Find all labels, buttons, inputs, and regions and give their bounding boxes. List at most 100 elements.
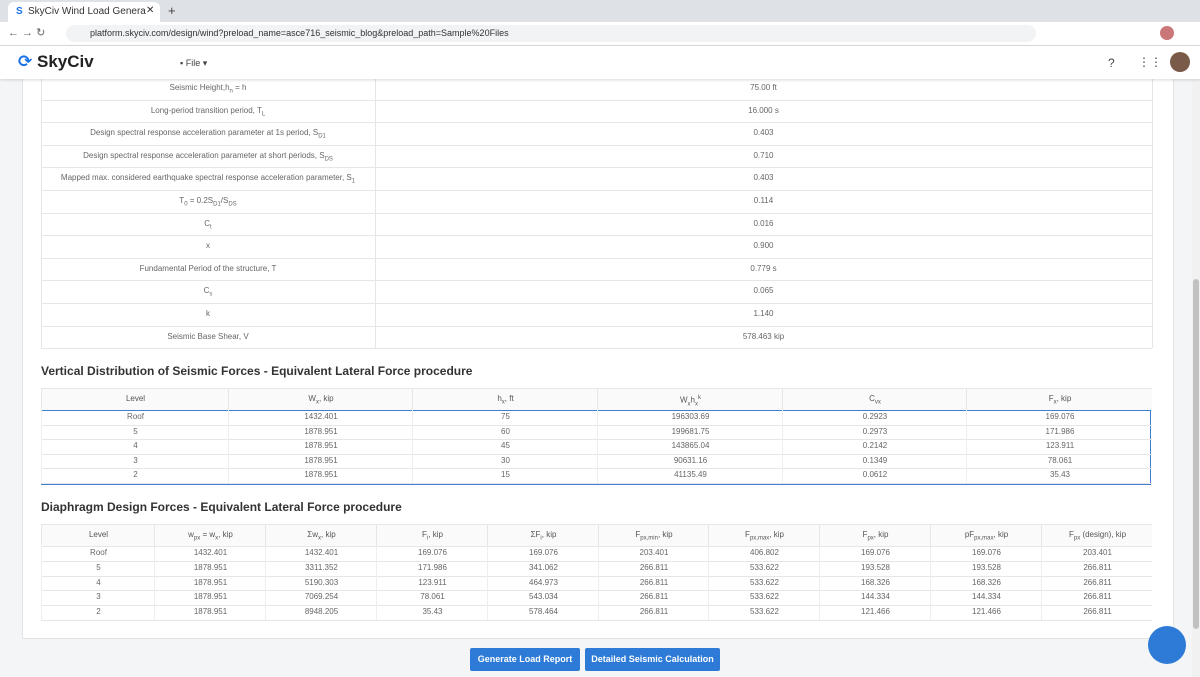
table-cell: 2 xyxy=(41,468,229,483)
table-cell: 78.061 xyxy=(376,590,488,606)
text: k xyxy=(206,309,210,318)
table-cell: 30 xyxy=(412,453,598,469)
section-title: Diaphragm Design Forces - Equivalent Lat… xyxy=(41,500,402,514)
table-cell: 1878.951 xyxy=(154,560,266,576)
text: Mapped max. considered earthquake spectr… xyxy=(60,173,352,183)
app-header: ⟳ SkyCiv ▪ File ▾ ? ⋮⋮ xyxy=(0,46,1200,79)
text: F xyxy=(1068,530,1074,539)
table-cell: 543.034 xyxy=(487,590,599,606)
table-cell: 8948.205 xyxy=(265,605,377,620)
table-cell: 1878.951 xyxy=(228,453,413,469)
table-cell: 121.466 xyxy=(819,605,931,620)
address-bar: ← → ↻ platform.skyciv.com/design/wind?pr… xyxy=(0,22,1200,46)
nav-buttons[interactable]: ← → ↻ xyxy=(8,27,46,39)
param-row xyxy=(41,258,1152,282)
favicon: S xyxy=(16,6,23,17)
row-divider xyxy=(375,235,376,258)
text: Design spectral response acceleration pa… xyxy=(90,128,319,138)
table-cell: 266.811 xyxy=(1041,560,1153,576)
scroll-thumb[interactable] xyxy=(1193,279,1199,629)
help-icon[interactable]: ? xyxy=(1108,56,1115,70)
table-cell: 1878.951 xyxy=(154,590,266,606)
action-button[interactable]: Detailed Seismic Calculation xyxy=(585,648,720,671)
new-tab[interactable]: + xyxy=(168,3,176,18)
table-cell: 0.1349 xyxy=(782,453,967,469)
user-avatar[interactable] xyxy=(1170,52,1190,72)
subscript: px,max xyxy=(749,535,770,542)
subscript: px,max xyxy=(974,535,994,542)
subscript: i xyxy=(540,535,542,542)
column-header: ΣFi, kip xyxy=(487,524,599,550)
text: , kip xyxy=(541,530,557,539)
param-row xyxy=(41,167,1152,191)
url: platform.skyciv.com/design/wind?preload_… xyxy=(90,28,509,38)
subscript: x xyxy=(215,535,219,542)
param-label: Fundamental Period of the structure, T xyxy=(41,258,375,281)
table-cell: 0.2973 xyxy=(782,424,967,440)
url-box[interactable]: platform.skyciv.com/design/wind?preload_… xyxy=(66,25,1036,42)
tab[interactable]: S SkyCiv Wind Load Genera ✕ xyxy=(8,2,160,22)
row-divider xyxy=(375,303,376,326)
text: = w xyxy=(200,530,216,539)
column-header: Fi, kip xyxy=(376,524,488,550)
table-cell: 168.326 xyxy=(819,575,931,591)
table-cell: 169.076 xyxy=(966,410,1153,425)
text: C xyxy=(869,394,875,403)
row-divider xyxy=(375,167,376,190)
param-label: Cs xyxy=(41,280,375,306)
table-cell: 78.061 xyxy=(966,453,1153,469)
subscript: L xyxy=(261,111,266,118)
subscript: x xyxy=(315,399,319,406)
table-cell: Roof xyxy=(41,410,229,425)
column-header: Fpx,min, kip xyxy=(598,524,709,550)
text: Long-period transition period, T xyxy=(150,105,262,115)
tab-close[interactable]: ✕ xyxy=(146,5,155,16)
table-cell: 5 xyxy=(41,424,229,440)
subscript: x xyxy=(318,535,322,542)
table-cell: 1878.951 xyxy=(228,439,413,454)
table-row xyxy=(41,590,1152,607)
text: F xyxy=(635,530,641,539)
table-cell: 60 xyxy=(412,424,598,440)
text: Level xyxy=(125,394,146,403)
text: /S xyxy=(220,196,229,205)
profile-avatar[interactable] xyxy=(1160,26,1174,40)
apps-icon[interactable]: ⋮⋮ xyxy=(1138,55,1162,69)
param-row xyxy=(41,79,1152,101)
subscript: x xyxy=(695,401,698,408)
param-value: 0.403 xyxy=(753,128,774,138)
table-cell: 0.2923 xyxy=(782,410,967,425)
table-cell: 1432.401 xyxy=(228,410,413,425)
table-cell: 341.062 xyxy=(487,560,599,576)
table-cell: 121.466 xyxy=(930,605,1042,620)
table-row xyxy=(41,605,1152,621)
file-menu[interactable]: ▪ File ▾ xyxy=(180,58,208,68)
text: C xyxy=(204,218,211,228)
table-cell: 168.326 xyxy=(930,575,1042,591)
scrollbar[interactable] xyxy=(1192,79,1200,677)
column-header: Wx, kip xyxy=(228,388,413,414)
param-value: 16.000 s xyxy=(748,105,779,115)
param-row xyxy=(41,190,1152,214)
param-label: x xyxy=(41,235,375,258)
action-button[interactable]: Generate Load Report xyxy=(470,648,580,671)
param-label: k xyxy=(41,303,375,326)
table-row xyxy=(41,468,1152,484)
param-label: Seismic Base Shear, V xyxy=(41,326,375,349)
table-cell: 533.622 xyxy=(708,575,820,591)
table-row xyxy=(41,454,1152,470)
table-cell: 266.811 xyxy=(598,560,709,576)
table-cell: 75 xyxy=(412,410,598,425)
column-header: Fpx, kip xyxy=(819,524,931,550)
subscript: D1 xyxy=(318,133,326,140)
text: , kip xyxy=(1056,394,1072,403)
chat-button[interactable] xyxy=(1148,626,1186,664)
table-cell: 4 xyxy=(41,575,155,591)
subscript: px xyxy=(1073,535,1081,542)
subscript: px,min xyxy=(640,535,658,542)
table-cell: 266.811 xyxy=(598,575,709,591)
row-divider xyxy=(375,190,376,213)
logo[interactable]: ⟳ SkyCiv xyxy=(18,52,94,71)
text: , kip xyxy=(318,394,334,403)
